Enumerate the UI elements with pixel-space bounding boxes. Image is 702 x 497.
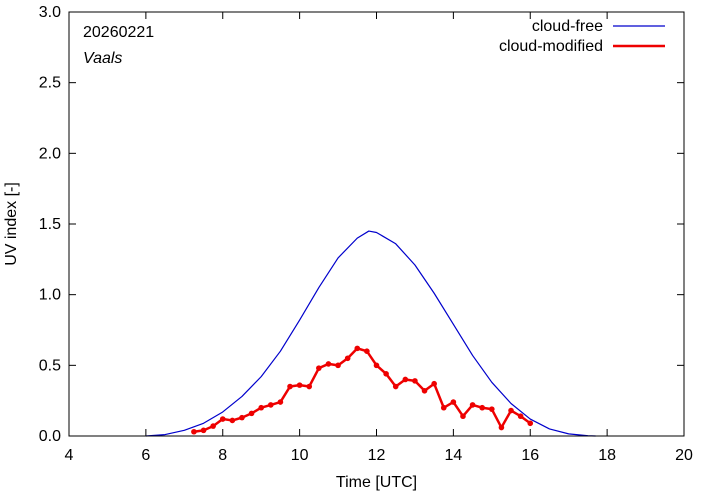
- axes: 4 6 8 10 12 14 16 18 20 0.0 0.5 1.0 1.5 2.0 2.5 3.0: [39, 4, 693, 464]
- data-point-cloud-modified: [412, 378, 418, 384]
- data-point-cloud-modified: [210, 423, 216, 429]
- y-tick-label: 1.5: [39, 216, 61, 233]
- y-tick-label: 0.0: [39, 428, 61, 445]
- data-point-cloud-modified: [306, 383, 313, 390]
- x-tick-label: 12: [368, 447, 386, 464]
- x-tick-label: 6: [141, 447, 150, 464]
- x-tick-label: 10: [291, 447, 309, 464]
- data-point-cloud-modified: [469, 402, 476, 408]
- x-tick-label: 4: [65, 447, 74, 464]
- legend-label-cloud-modified: cloud-modified: [499, 38, 603, 55]
- data-point-cloud-modified: [296, 382, 303, 388]
- data-point-cloud-modified: [335, 362, 341, 369]
- data-point-cloud-modified: [373, 362, 380, 369]
- x-tick-label: 18: [598, 447, 616, 464]
- series-layer: [145, 230, 596, 437]
- data-point-cloud-modified: [316, 365, 322, 371]
- data-point-cloud-modified: [383, 371, 389, 377]
- data-point-cloud-modified: [489, 406, 495, 412]
- x-axis-label: Time [UTC]: [336, 474, 417, 491]
- data-point-cloud-modified: [344, 355, 351, 362]
- data-point-cloud-modified: [402, 376, 409, 383]
- legend: cloud-free cloud-modified: [499, 18, 665, 55]
- data-point-cloud-modified: [200, 427, 207, 434]
- y-tick-label: 1.0: [39, 287, 61, 304]
- data-point-cloud-modified: [479, 404, 486, 411]
- legend-label-cloud-free: cloud-free: [532, 18, 603, 35]
- data-point-cloud-modified: [450, 399, 457, 405]
- data-point-cloud-modified: [277, 399, 284, 405]
- x-tick-label: 14: [444, 447, 462, 464]
- data-point-cloud-modified: [229, 417, 236, 424]
- series-line-cloud-free: [145, 230, 596, 437]
- data-point-cloud-modified: [219, 416, 226, 422]
- data-point-cloud-modified: [498, 424, 505, 431]
- y-tick-label: 3.0: [39, 4, 61, 21]
- y-tick-label: 2.5: [39, 75, 61, 92]
- data-point-cloud-modified: [392, 383, 399, 390]
- y-tick-label: 2.0: [39, 145, 61, 162]
- data-point-cloud-modified: [354, 345, 361, 352]
- date-annotation: 20260221: [83, 24, 154, 41]
- x-tick-label: 8: [218, 447, 227, 464]
- data-point-cloud-modified: [431, 380, 437, 387]
- data-point-cloud-modified: [421, 387, 428, 394]
- data-point-cloud-modified: [191, 428, 197, 435]
- data-point-cloud-modified: [440, 404, 447, 411]
- data-point-cloud-modified: [460, 413, 466, 420]
- data-point-cloud-modified: [239, 414, 245, 421]
- x-tick-label: 16: [521, 447, 539, 464]
- data-point-cloud-modified: [287, 383, 293, 390]
- data-point-cloud-modified: [527, 420, 534, 427]
- data-point-cloud-modified: [325, 361, 332, 367]
- data-point-cloud-modified: [364, 348, 370, 355]
- data-point-cloud-modified: [517, 413, 524, 420]
- location-annotation: Vaals: [83, 50, 122, 67]
- y-tick-label: 0.5: [39, 357, 61, 374]
- y-axis-label: UV index [-]: [3, 182, 20, 266]
- plot-frame: [68, 11, 685, 437]
- x-tick-label: 20: [675, 447, 693, 464]
- data-point-cloud-modified: [267, 402, 274, 408]
- data-point-cloud-modified: [248, 410, 255, 417]
- data-point-cloud-modified: [258, 404, 264, 411]
- data-point-cloud-modified: [508, 407, 514, 414]
